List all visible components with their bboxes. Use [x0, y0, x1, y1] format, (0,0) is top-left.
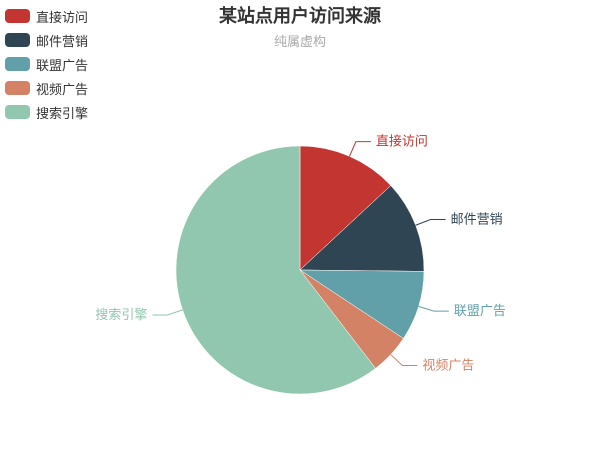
- legend-label: 搜索引擎: [36, 106, 89, 122]
- legend-item[interactable]: 视频广告: [5, 76, 88, 100]
- legend: 直接访问邮件营销联盟广告视频广告搜索引擎: [5, 4, 88, 124]
- label-line: [418, 305, 449, 312]
- legend-swatch: [5, 9, 30, 23]
- pie-slice[interactable]: [299, 145, 392, 271]
- slice-label: 搜索引擎: [95, 308, 147, 323]
- legend-swatch: [5, 105, 30, 119]
- pie-slice[interactable]: [299, 185, 425, 272]
- legend-label: 邮件营销: [36, 34, 89, 50]
- legend-swatch: [5, 33, 30, 47]
- label-line: [390, 354, 418, 366]
- legend-swatch: [5, 81, 30, 95]
- chart-title: 某站点用户访问来源: [219, 6, 381, 27]
- label-line: [152, 309, 183, 316]
- slice-label: 邮件营销: [451, 212, 503, 227]
- legend-label: 联盟广告: [36, 58, 89, 74]
- pie-slice[interactable]: [175, 145, 376, 395]
- legend-item[interactable]: 联盟广告: [5, 52, 88, 76]
- legend-item[interactable]: 直接访问: [5, 4, 88, 28]
- label-line: [349, 141, 371, 157]
- legend-item[interactable]: 搜索引擎: [5, 100, 88, 124]
- legend-item[interactable]: 邮件营销: [5, 28, 88, 52]
- label-line: [415, 218, 446, 226]
- slice-label: 联盟广告: [454, 304, 506, 319]
- legend-label: 直接访问: [36, 10, 89, 26]
- slice-label: 直接访问: [376, 134, 428, 150]
- legend-swatch: [5, 57, 30, 71]
- chart-subtitle: 纯属虚构: [273, 35, 326, 50]
- legend-label: 视频广告: [36, 82, 89, 98]
- slice-label: 视频广告: [422, 358, 474, 373]
